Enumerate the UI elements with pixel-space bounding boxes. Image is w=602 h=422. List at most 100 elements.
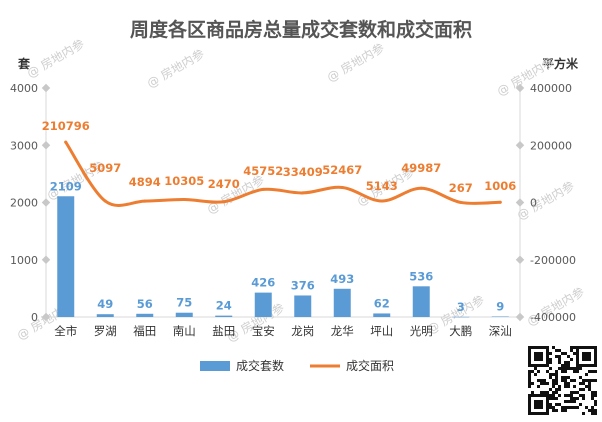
qr-module [540,352,543,355]
right-tick-marker-200000 [515,141,525,150]
qr-module [567,376,570,379]
bar-10 [452,316,470,318]
qr-module [591,409,594,412]
qr-module [558,385,561,388]
bar-label-5: 426 [251,276,275,290]
bar-label-9: 536 [409,269,433,283]
qr-module [582,346,585,349]
qr-module [588,358,591,361]
qr-module [579,346,582,349]
watermark-text-2: @ 房地内参 [324,40,387,85]
qr-module [582,382,585,385]
qr-module [567,355,570,358]
qr-module [528,361,531,364]
qr-module [588,379,591,382]
qr-module [552,379,555,382]
qr-module [546,397,549,400]
qr-module [582,352,585,355]
qr-module [579,403,582,406]
qr-module [594,358,597,361]
qr-module [588,355,591,358]
qr-module [534,406,537,409]
bar-4 [215,315,233,317]
qr-module [576,406,579,409]
qr-module [582,397,585,400]
qr-module [540,391,543,394]
qr-module [531,382,534,385]
qr-module [549,376,552,379]
qr-module [555,349,558,352]
qr-module [558,349,561,352]
qr-module [588,364,591,367]
qr-module [543,346,546,349]
qr-module [570,394,573,397]
qr-module [573,391,576,394]
qr-module [546,358,549,361]
legend[interactable]: 成交套数 成交面积 [200,358,394,373]
qr-module [540,364,543,367]
qr-module [585,379,588,382]
qr-module [528,373,531,376]
qr-module [573,397,576,400]
line-label-5: 45752 [243,164,283,178]
qr-module [534,346,537,349]
qr-module [585,364,588,367]
qr-module [570,400,573,403]
qr-module [549,352,552,355]
qr-module [573,352,576,355]
qr-module [546,391,549,394]
bar-label-11: 9 [496,299,504,313]
qr-module [561,367,564,370]
bar-label-2: 56 [137,297,153,311]
chart-title: 周度各区商品房总量成交套数和成交面积 [130,18,472,41]
qr-module [594,352,597,355]
qr-module [564,367,567,370]
qr-module [570,367,573,370]
qr-module [528,346,531,349]
qr-module [543,382,546,385]
qr-module [579,364,582,367]
qr-module [588,382,591,385]
qr-module [588,346,591,349]
qr-module [585,355,588,358]
qr-module [546,406,549,409]
qr-module [564,370,567,373]
line-label-0: 210796 [42,119,90,133]
qr-module [585,373,588,376]
qr-module [528,364,531,367]
qr-module [534,412,537,415]
qr-module [546,400,549,403]
x-tick-label-8: 坪山 [370,324,393,338]
qr-module [543,412,546,415]
qr-module [594,379,597,382]
qr-module [594,394,597,397]
left-tick-marker-4000 [41,83,51,93]
qr-module [528,397,531,400]
qr-module [561,376,564,379]
line-point-8 [380,199,384,203]
qr-module [534,394,537,397]
qr-module [534,352,537,355]
qr-module [537,346,540,349]
qr-module [564,406,567,409]
qr-module [588,352,591,355]
bar-label-1: 49 [97,297,113,311]
watermark-text-0: @ 房地内参 [24,36,87,81]
qr-module [540,379,543,382]
left-tick-marker-3000 [41,141,51,150]
qr-module [540,358,543,361]
right-tick-label-0: 0 [530,197,537,210]
qr-module [546,403,549,406]
line-point-1 [103,199,107,203]
qr-module [579,382,582,385]
x-tick-label-2: 福田 [133,324,156,338]
qr-module [537,352,540,355]
data-labels: 2109 49 56 75 24 426 376 493 62 536 3 9 210796 5097 48… [42,119,517,314]
qr-module [579,388,582,391]
x-tick-label-11: 深汕 [489,324,512,338]
qr-module [576,349,579,352]
line-point-10 [459,200,463,204]
qr-module [570,379,573,382]
line-point-5 [261,187,265,191]
qr-module [564,364,567,367]
